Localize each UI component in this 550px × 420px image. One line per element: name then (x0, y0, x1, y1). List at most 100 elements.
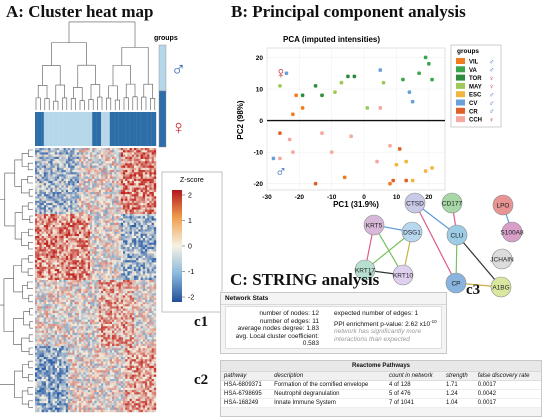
heatmap-cell (153, 214, 157, 217)
heatmap-cell (138, 273, 141, 276)
heatmap-cell (138, 209, 141, 212)
heatmap-cell (103, 317, 106, 320)
heatmap-cell (94, 302, 97, 305)
heatmap-cell (109, 260, 113, 263)
heatmap-cell (101, 231, 104, 234)
heatmap-cell (120, 295, 124, 298)
heatmap-cell (74, 310, 77, 314)
heatmap-cell (118, 262, 121, 265)
heatmap-cell (63, 295, 66, 298)
heatmap-cell (140, 288, 143, 292)
heatmap-cell (105, 198, 108, 201)
heatmap-cell (37, 187, 40, 190)
dendrogram-branch (22, 285, 29, 299)
heatmap-cell (39, 200, 42, 204)
heatmap-cell (116, 319, 119, 322)
heatmap-cell (90, 183, 93, 186)
heatmap-cell (134, 205, 137, 208)
heatmap-cell (103, 167, 106, 171)
heatmap-cell (125, 161, 128, 164)
heatmap-cell (151, 269, 154, 272)
heatmap-cell (153, 253, 157, 256)
heatmap-cell (107, 229, 110, 232)
heatmap-cell (125, 240, 128, 243)
heatmap-cell (118, 308, 121, 311)
heatmap-cell (145, 181, 148, 184)
heatmap-cell (145, 251, 148, 254)
heatmap-cell (147, 293, 150, 296)
heatmap-cell (96, 185, 99, 188)
heatmap-cell (131, 240, 135, 243)
heatmap-cell (98, 222, 102, 226)
heatmap-cell (90, 280, 93, 283)
heatmap-cell (81, 233, 84, 237)
heatmap-cell (149, 198, 152, 201)
heatmap-cell (153, 174, 157, 177)
heatmap-cell (43, 319, 47, 322)
heatmap-cell (79, 266, 82, 270)
heatmap-cell (63, 280, 66, 283)
heatmap-cell (145, 253, 148, 256)
heatmap-cell (68, 328, 71, 331)
heatmap-cell (112, 167, 115, 171)
heatmap-cell (52, 220, 55, 223)
heatmap-cell (90, 330, 93, 333)
heatmap-cell (140, 308, 143, 311)
heatmap-cell (118, 174, 121, 177)
heatmap-cell (147, 227, 150, 230)
heatmap-cell (54, 275, 58, 278)
heatmap-cell (46, 304, 49, 307)
heatmap-cell (151, 286, 154, 289)
heatmap-cell (68, 286, 71, 289)
heatmap-cell (138, 178, 141, 182)
heatmap-cell (134, 253, 137, 256)
heatmap-cell (147, 321, 150, 325)
heatmap-cell (72, 317, 75, 320)
heatmap-cell (74, 156, 77, 160)
heatmap-cell (94, 225, 97, 228)
heatmap-cell (138, 282, 141, 285)
heatmap-cell (153, 280, 157, 283)
heatmap-cell (90, 293, 93, 296)
heatmap-cell (103, 218, 106, 221)
heatmap-cell (57, 163, 60, 166)
heatmap-cell (79, 275, 82, 278)
heatmap-cell (52, 271, 55, 274)
heatmap-cell (37, 335, 40, 338)
dendrogram-branch (22, 364, 29, 378)
heatmap-cell (151, 262, 154, 265)
heatmap-cell (74, 178, 77, 182)
heatmap-cell (92, 214, 95, 217)
heatmap-cell (57, 337, 60, 340)
heatmap-cell (118, 253, 121, 256)
heatmap-cell (129, 236, 132, 239)
heatmap-cell (41, 317, 44, 320)
heatmap-cell (46, 299, 49, 303)
heatmap-cell (70, 192, 73, 195)
heatmap-cell (61, 297, 64, 300)
heatmap-cell (105, 332, 108, 336)
heatmap-cell (123, 302, 126, 305)
heatmap-cell (57, 156, 60, 160)
heatmap-cell (76, 205, 80, 208)
heatmap-cell (87, 198, 91, 201)
heatmap-cell (149, 324, 152, 327)
heatmap-cell (39, 231, 42, 234)
heatmap-cell (74, 209, 77, 212)
heatmap-cell (116, 328, 119, 331)
heatmap-cell (61, 178, 64, 182)
heatmap-cell (101, 321, 104, 325)
heatmap-cell (65, 273, 69, 276)
heatmap-cell (68, 337, 71, 340)
heatmap-cell (123, 222, 126, 226)
heatmap-cell (59, 176, 62, 179)
heatmap-cell (142, 174, 146, 177)
heatmap-cell (57, 172, 60, 175)
heatmap-cell (125, 227, 128, 230)
heatmap-cell (35, 238, 38, 241)
heatmap-cell (105, 225, 108, 228)
heatmap-cell (109, 194, 113, 197)
heatmap-cell (140, 299, 143, 303)
dendrogram-branch (28, 294, 33, 303)
heatmap-cell (48, 163, 51, 166)
